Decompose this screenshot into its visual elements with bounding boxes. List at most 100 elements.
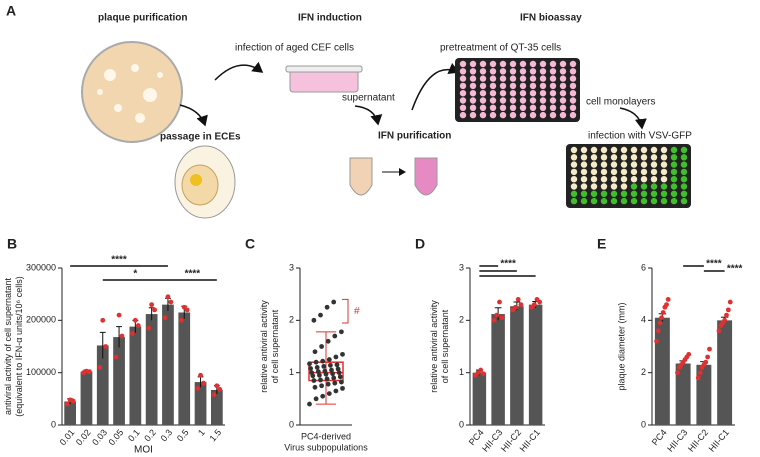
well — [600, 183, 608, 190]
data-point — [665, 297, 671, 302]
well — [559, 82, 567, 90]
well — [650, 168, 658, 176]
data-point — [697, 370, 703, 376]
well — [469, 111, 477, 119]
well — [479, 104, 487, 112]
y-tick-label: 6 — [641, 262, 646, 272]
well — [570, 197, 578, 205]
well — [600, 197, 608, 205]
well — [630, 146, 638, 154]
well — [459, 97, 467, 104]
arrow — [354, 105, 383, 126]
data-point — [317, 372, 322, 378]
arrow — [411, 62, 460, 111]
well — [570, 183, 578, 190]
data-point — [725, 307, 731, 313]
data-point — [334, 362, 340, 368]
data-point — [664, 302, 669, 308]
well — [529, 60, 537, 68]
data-point — [132, 317, 138, 323]
well — [660, 176, 668, 183]
data-point — [335, 366, 341, 372]
well — [549, 111, 557, 119]
well — [640, 190, 648, 197]
panel-a: A plaque purification IFN induction IFN … — [6, 3, 692, 219]
data-point — [336, 370, 342, 376]
data-point — [86, 369, 92, 375]
well — [590, 176, 598, 183]
well — [590, 168, 598, 176]
well — [670, 154, 678, 161]
well — [469, 75, 477, 82]
well — [459, 90, 467, 97]
well — [660, 190, 668, 197]
y-axis-label: relative antiviral activity — [429, 300, 439, 393]
well — [509, 90, 517, 97]
step-label: pretreatment of QT-35 cells — [440, 43, 561, 54]
well — [660, 168, 668, 176]
well — [680, 176, 688, 183]
step-title: IFN induction — [298, 13, 362, 24]
well — [620, 146, 628, 154]
y-tick-label: 1 — [459, 367, 464, 377]
well — [569, 60, 577, 68]
well — [580, 168, 588, 176]
data-point — [195, 385, 201, 391]
significance-label: **** — [727, 264, 743, 275]
data-point — [64, 401, 70, 407]
well — [610, 154, 618, 161]
bar — [654, 317, 670, 425]
y-tick-label: 2 — [289, 315, 294, 325]
well — [670, 161, 678, 168]
well — [640, 146, 648, 154]
data-point — [332, 380, 338, 386]
data-point — [332, 333, 338, 339]
data-point — [217, 387, 223, 392]
well — [680, 168, 688, 176]
y-tick-label: 3 — [289, 262, 294, 272]
well — [640, 154, 648, 161]
bar — [145, 314, 158, 425]
data-point — [340, 351, 345, 357]
data-point — [707, 346, 712, 352]
well — [539, 68, 547, 75]
yolk — [190, 174, 202, 186]
well — [489, 68, 497, 75]
well — [519, 104, 527, 112]
well — [650, 197, 658, 205]
well — [650, 146, 658, 154]
well — [580, 197, 588, 205]
well — [549, 90, 557, 97]
data-point — [515, 297, 521, 302]
well — [670, 146, 678, 154]
x-tick-label: HII-C1 — [518, 427, 542, 453]
data-point — [178, 317, 184, 323]
x-tick-label: 0.3 — [159, 427, 175, 443]
well — [489, 97, 497, 104]
well — [469, 68, 477, 75]
data-point — [330, 371, 335, 377]
well — [499, 75, 507, 82]
well — [559, 60, 567, 68]
data-point — [201, 380, 206, 386]
step-label: infection of aged CEF cells — [235, 43, 354, 54]
panel-letter: B — [7, 236, 17, 252]
well — [559, 68, 567, 75]
bar — [717, 320, 733, 425]
well — [600, 146, 608, 154]
well — [469, 104, 477, 112]
data-point — [497, 299, 502, 305]
data-point — [165, 294, 171, 300]
well — [590, 190, 598, 197]
well — [549, 97, 557, 104]
well — [499, 104, 507, 112]
data-point — [686, 351, 692, 357]
tube — [349, 157, 373, 196]
well — [539, 104, 547, 112]
data-point — [325, 381, 331, 387]
well — [590, 197, 598, 205]
bar — [80, 371, 93, 425]
y-tick-label: 3 — [459, 262, 464, 272]
bar — [491, 314, 505, 425]
bar — [510, 306, 524, 425]
